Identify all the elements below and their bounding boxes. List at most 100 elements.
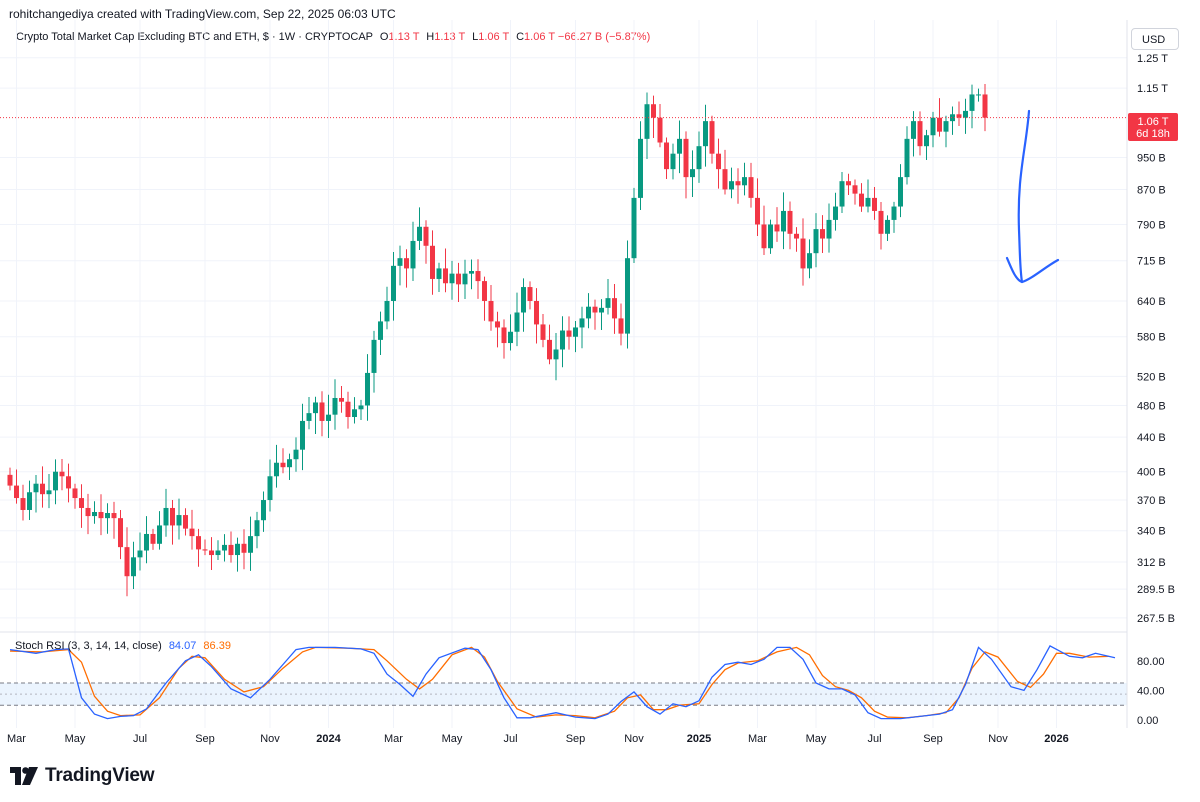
candle-body xyxy=(339,397,344,402)
x-tick-label: May xyxy=(65,733,86,745)
candle-body xyxy=(605,298,611,308)
candle-body xyxy=(27,492,32,510)
y-tick-label: 520 B xyxy=(1137,371,1166,383)
candle-body xyxy=(527,287,533,301)
candle-body xyxy=(657,117,663,143)
candle-body xyxy=(618,318,624,334)
symbol-legend: Crypto Total Market Cap Excluding BTC an… xyxy=(16,31,650,43)
x-tick-label: May xyxy=(442,733,463,745)
candle-body xyxy=(371,339,377,373)
stoch-band-fill xyxy=(0,683,1127,706)
candle-body xyxy=(228,544,234,556)
candle-body xyxy=(105,513,110,519)
candle-body xyxy=(963,110,968,118)
candle-body xyxy=(651,104,656,118)
countdown-value: 6d 18h xyxy=(1136,128,1170,140)
x-tick-label: Mar xyxy=(748,733,767,745)
candle-body xyxy=(46,490,52,495)
candle-body xyxy=(735,181,741,186)
candle-body xyxy=(261,500,266,521)
candle-body xyxy=(202,549,208,551)
candle-body xyxy=(761,224,767,249)
candle-body xyxy=(956,114,962,118)
y-tick-label: 580 B xyxy=(1137,332,1166,344)
y-tick-label: 1.25 T xyxy=(1137,53,1168,65)
candle-body xyxy=(170,507,175,526)
candle-body xyxy=(293,449,299,460)
candle-body xyxy=(391,265,396,301)
x-tick-label: 2024 xyxy=(316,733,341,745)
candle-body xyxy=(222,544,227,551)
stoch-rsi-legend: Stoch RSI (3, 3, 14, 14, close) 84.07 86… xyxy=(15,640,231,652)
grid-layer xyxy=(0,20,1127,728)
candle-body xyxy=(313,402,318,414)
candle-body xyxy=(709,121,715,154)
close-label: C xyxy=(516,31,525,43)
currency-button[interactable]: USD xyxy=(1131,28,1179,50)
stoch-y-tick-label: 0.00 xyxy=(1137,715,1158,727)
candle-body xyxy=(189,528,195,537)
candle-body xyxy=(209,550,214,556)
candle-body xyxy=(85,507,91,517)
stoch-rsi-label[interactable]: Stoch RSI (3, 3, 14, 14, close) xyxy=(15,640,162,652)
y-tick-label: 370 B xyxy=(1137,495,1166,507)
candle-body xyxy=(729,181,734,190)
candle-body xyxy=(807,253,812,269)
candle-body xyxy=(534,300,539,325)
candle-body xyxy=(904,138,910,178)
candle-body xyxy=(215,550,221,556)
candle-body xyxy=(495,321,500,328)
candle-body xyxy=(826,219,832,239)
candle-body xyxy=(7,474,13,486)
candle-body xyxy=(14,485,19,499)
candle-body xyxy=(891,206,897,220)
candle-body xyxy=(248,536,253,553)
candle-body xyxy=(124,547,130,577)
candle-body xyxy=(150,533,156,544)
x-tick-label: Jul xyxy=(133,733,147,745)
candle-body xyxy=(332,397,338,415)
y-tick-label: 400 B xyxy=(1137,467,1166,479)
candle-body xyxy=(33,483,39,493)
y-tick-label: 715 B xyxy=(1137,256,1166,268)
stoch-layer xyxy=(9,645,1116,720)
candle-body xyxy=(501,327,507,344)
y-tick-label: 790 B xyxy=(1137,219,1166,231)
candle-body xyxy=(79,498,84,508)
candle-body xyxy=(924,135,929,147)
candle-body xyxy=(794,233,799,239)
x-tick-label: Mar xyxy=(384,733,403,745)
symbol-title[interactable]: Crypto Total Market Cap Excluding BTC an… xyxy=(16,31,373,43)
candle-body xyxy=(300,420,305,450)
x-tick-label: Sep xyxy=(923,733,943,745)
candle-body xyxy=(157,525,162,544)
y-tick-label: 312 B xyxy=(1137,557,1166,569)
candle-body xyxy=(586,306,591,319)
candle-body xyxy=(59,471,65,477)
candle-body xyxy=(449,273,455,284)
low-value: 1.06 T xyxy=(478,31,510,43)
candle-body xyxy=(865,197,871,207)
candle-body xyxy=(436,268,442,279)
y-tick-label: 340 B xyxy=(1137,526,1166,538)
candle-body xyxy=(898,177,903,207)
candle-body xyxy=(768,224,773,249)
candle-body xyxy=(540,324,546,340)
attribution-text: rohitchangediya created with TradingView… xyxy=(9,7,396,21)
candle-body xyxy=(911,121,916,139)
tradingview-logo[interactable]: TradingView xyxy=(10,764,155,788)
candle-body xyxy=(423,226,429,246)
candle-body xyxy=(196,536,201,550)
candle-body xyxy=(352,409,357,418)
candle-body xyxy=(280,462,286,468)
candle-body xyxy=(566,330,572,337)
candle-body xyxy=(183,515,188,529)
candle-body xyxy=(644,104,650,139)
candle-body xyxy=(982,94,988,118)
x-tick-label: Sep xyxy=(195,733,215,745)
candle-body xyxy=(677,138,682,154)
y-tick-label: 267.5 B xyxy=(1137,613,1175,625)
candle-body xyxy=(274,462,279,477)
x-tick-label: 2026 xyxy=(1044,733,1068,745)
